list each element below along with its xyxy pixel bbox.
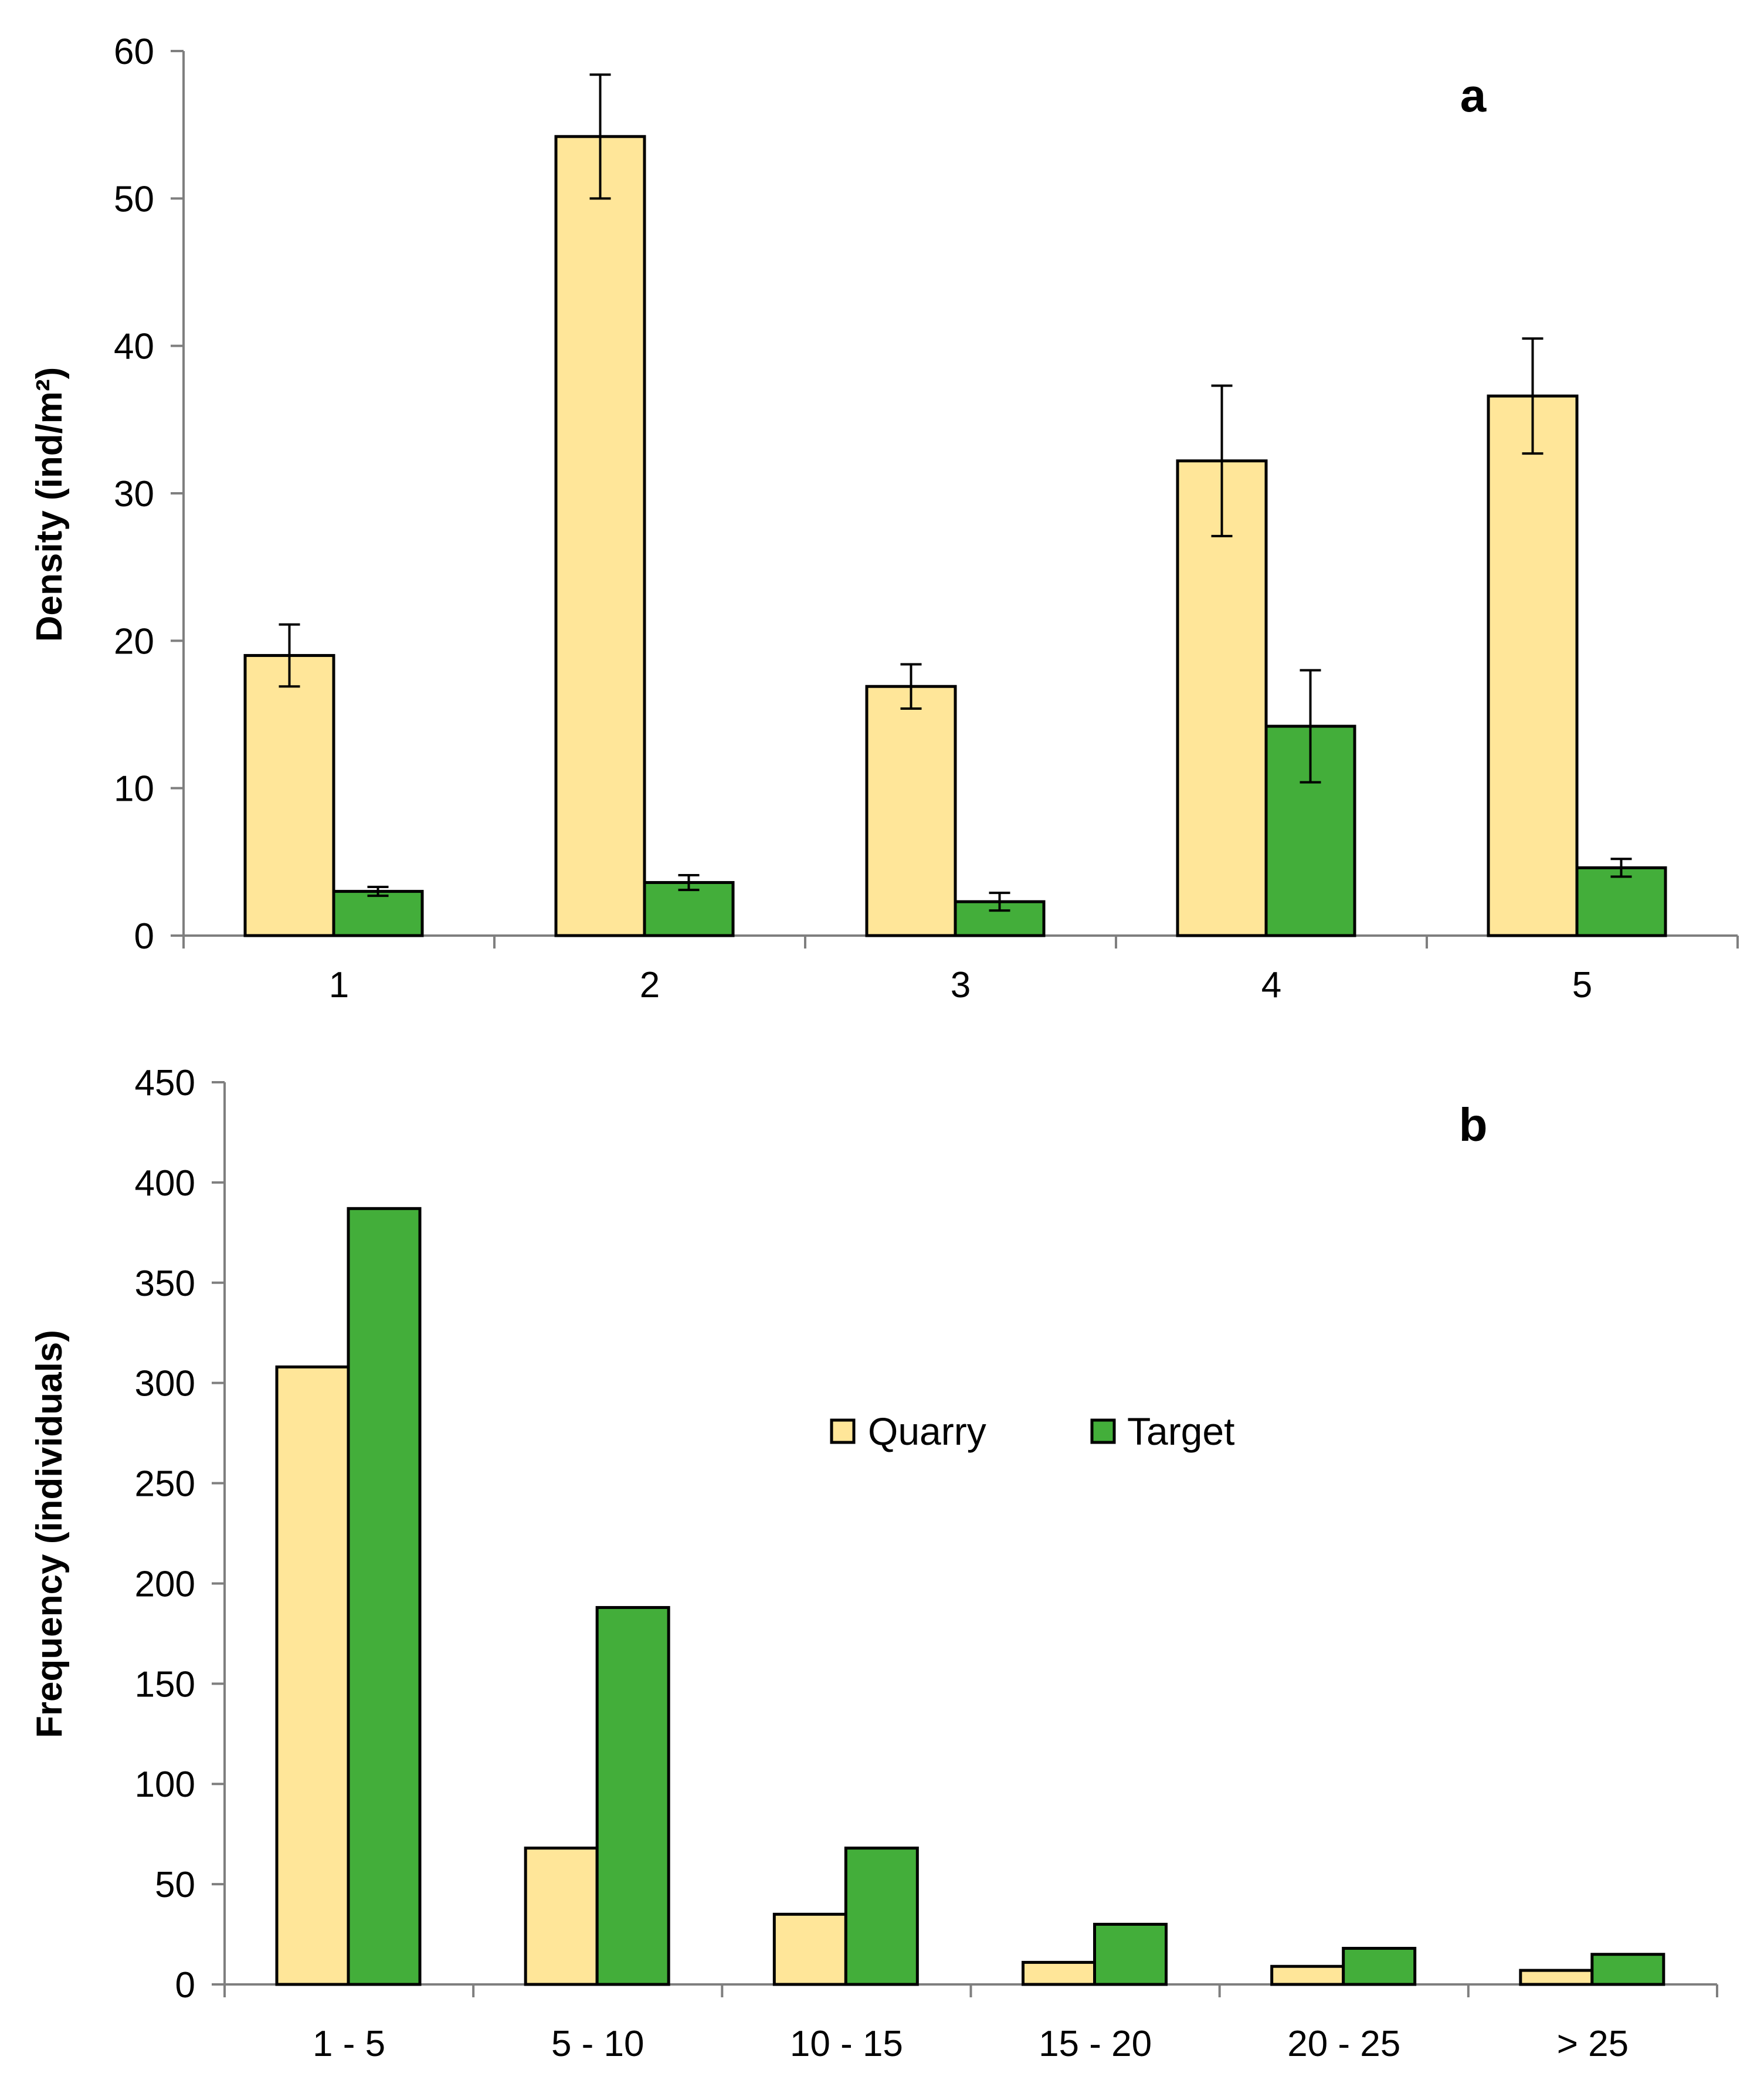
panel-a-y-tick-label: 50 <box>114 179 154 219</box>
panel-b-y-tick-label: 50 <box>155 1865 195 1905</box>
panel-b-bar-target <box>1093 1922 1168 1986</box>
panel-b-y-tick-label: 400 <box>135 1163 195 1204</box>
panel-b-x-tick-label: 20 - 25 <box>1287 2024 1400 2064</box>
panel-a-y-axis-title: Density (ind/m²) <box>29 367 70 642</box>
panel-a-y-tick-label: 20 <box>114 621 154 662</box>
panel-a-error-bar-target <box>678 873 700 892</box>
panel-a-bar-target <box>1575 866 1667 937</box>
panel-b-bar-target <box>1342 1946 1417 1986</box>
panel-b-marks: 0 50 100 150 200 250 300 350 400 450 1 - 5 5 - 10 10… <box>135 1063 1718 2064</box>
panel-a-x-tick-label: 3 <box>951 965 971 1005</box>
panel-a-bar-target <box>643 881 735 937</box>
panel-a-bar-target <box>332 890 424 937</box>
panel-a-x-tick-label: 5 <box>1572 965 1592 1005</box>
legend-target-label: Target <box>1127 1410 1234 1453</box>
panel-a-x-tick-label: 2 <box>640 965 660 1005</box>
panel-a-error-bar-quarry <box>589 73 611 200</box>
panel-b-x-tick-label: 1 - 5 <box>313 2024 385 2064</box>
panel-b-bar-quarry <box>772 1912 847 1986</box>
panel-b-label: b <box>1459 1099 1488 1151</box>
panel-a-error-bar-target <box>1300 669 1321 784</box>
panel-a-bar-quarry <box>1176 459 1268 937</box>
panel-b-y-tick-label: 0 <box>175 1965 195 2006</box>
panel-b-x-tick-label: > 25 <box>1557 2024 1629 2064</box>
panel-a-bar-quarry <box>243 653 335 937</box>
panel-a-chart: a Density (ind/m²) 0 10 20 30 40 50 60 1 2 3 4 5 <box>29 32 1739 1005</box>
panel-a-y-tick-label: 10 <box>114 769 154 809</box>
panel-b-bar-quarry <box>1022 1960 1096 1986</box>
legend-quarry-swatch <box>830 1418 856 1444</box>
legend-target-swatch <box>1090 1418 1116 1444</box>
panel-b-y-tick-label: 450 <box>135 1063 195 1103</box>
panel-a-error-bar-quarry <box>900 663 922 710</box>
panel-a-error-bar-target <box>367 886 389 897</box>
panel-b-x-tick-label: 10 - 15 <box>790 2024 903 2064</box>
panel-b-y-tick-label: 350 <box>135 1264 195 1304</box>
panel-a-bar-quarry <box>1487 394 1579 937</box>
panel-b-bar-target <box>1590 1953 1665 1986</box>
panel-a-bar-target <box>1264 724 1356 937</box>
panel-b-chart: b Frequency (individuals) 0 50 100 150 200 25… <box>29 1063 1718 2064</box>
panel-b-y-tick-label: 100 <box>135 1764 195 1805</box>
panel-b-bar-quarry <box>1270 1964 1345 1986</box>
legend: Quarry Target <box>830 1410 1234 1453</box>
panel-a-bar-quarry <box>554 135 646 937</box>
panel-b-x-tick-label: 5 - 10 <box>551 2024 644 2064</box>
panel-b-bar-target <box>844 1847 919 1986</box>
panel-a-bar-quarry <box>865 685 957 937</box>
panel-b-bar-quarry <box>275 1365 350 1986</box>
panel-a-x-tick-label: 4 <box>1261 965 1281 1005</box>
panel-a-error-bar-target <box>989 892 1010 912</box>
panel-a-error-bar-quarry <box>1522 337 1544 455</box>
panel-b-bar-quarry <box>524 1847 599 1986</box>
panel-b-y-tick-label: 150 <box>135 1664 195 1705</box>
panel-b-y-tick-label: 300 <box>135 1364 195 1404</box>
panel-b-bar-quarry <box>1519 1969 1594 1986</box>
panel-a-error-bar-quarry <box>279 623 300 688</box>
panel-a-y-tick-label: 0 <box>134 916 154 957</box>
panel-a-error-bar-target <box>1610 858 1632 878</box>
panel-b-y-tick-label: 200 <box>135 1564 195 1604</box>
panel-a-y-tick-label: 40 <box>114 327 154 367</box>
panel-a-error-bar-quarry <box>1211 384 1233 537</box>
panel-b-y-axis-title: Frequency (individuals) <box>29 1330 70 1738</box>
panel-a-y-tick-label: 30 <box>114 474 154 514</box>
panel-a-y-tick-label: 60 <box>114 32 154 72</box>
panel-b-bar-target <box>595 1605 670 1986</box>
panel-a-x-tick-label: 1 <box>329 965 349 1005</box>
legend-quarry-label: Quarry <box>868 1410 986 1453</box>
panel-a-marks: 0 10 20 30 40 50 60 1 2 3 4 5 <box>114 32 1739 1005</box>
panel-b-x-tick-label: 15 - 20 <box>1039 2024 1152 2064</box>
panel-b-bar-target <box>347 1207 422 1986</box>
panel-b-y-tick-label: 250 <box>135 1464 195 1505</box>
panel-a-label: a <box>1460 69 1487 121</box>
